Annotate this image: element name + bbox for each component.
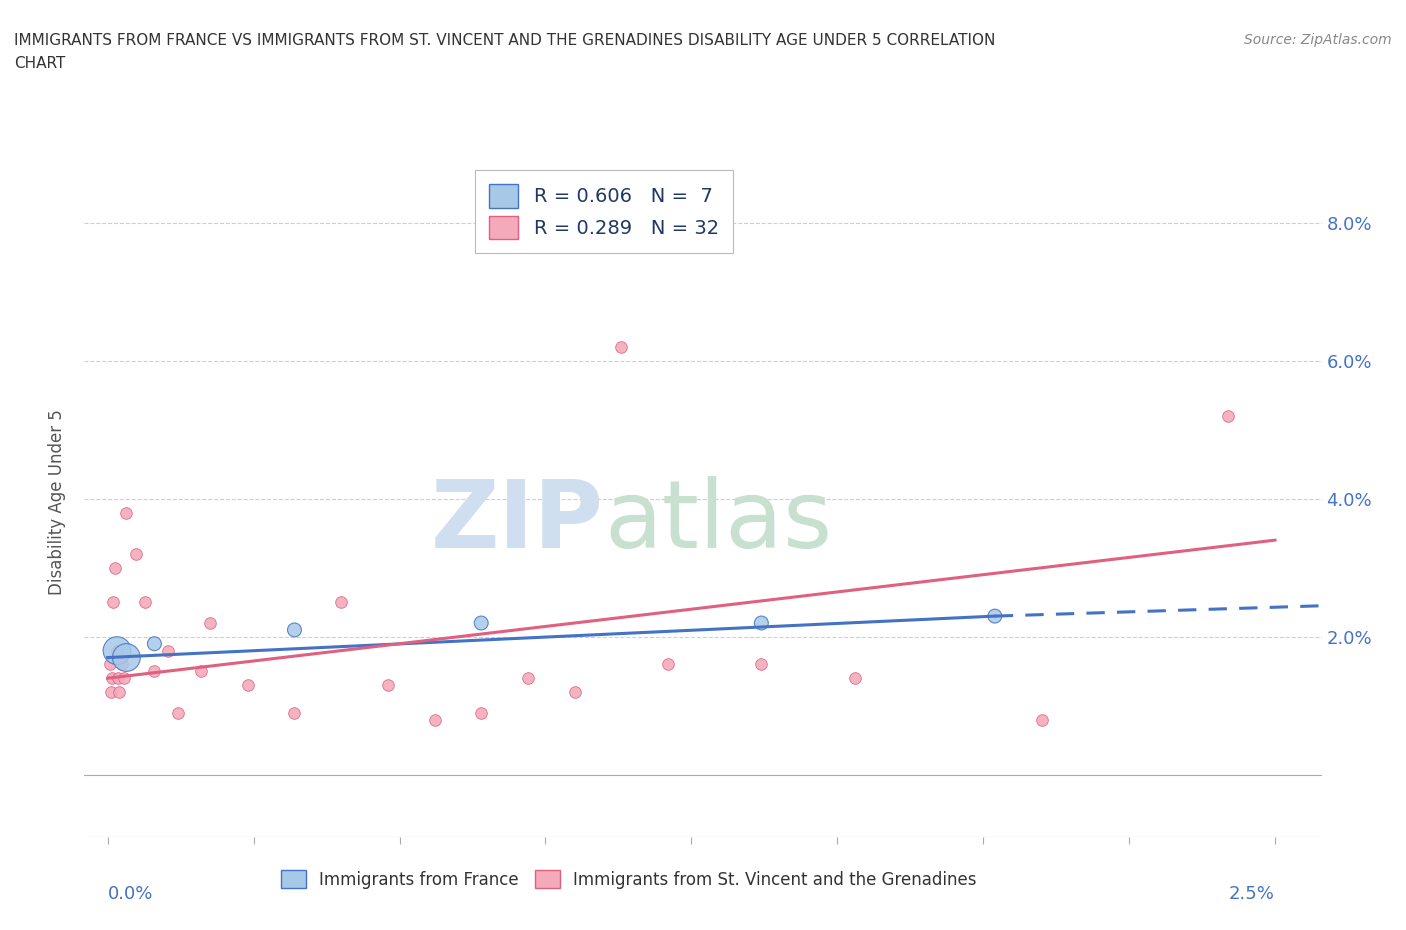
Point xyxy=(143,636,166,651)
Point xyxy=(104,561,127,576)
Point xyxy=(844,671,866,685)
Point xyxy=(105,644,128,658)
Point xyxy=(657,657,679,671)
Point xyxy=(108,684,131,699)
Point xyxy=(236,678,259,693)
Text: ZIP: ZIP xyxy=(432,476,605,568)
Point xyxy=(283,622,305,637)
Point xyxy=(115,650,138,665)
Y-axis label: Disability Age Under 5: Disability Age Under 5 xyxy=(48,409,66,595)
Point xyxy=(125,547,148,562)
Point xyxy=(166,705,188,720)
Point xyxy=(1031,712,1053,727)
Point xyxy=(105,644,128,658)
Point xyxy=(516,671,538,685)
Point xyxy=(564,684,586,699)
Point xyxy=(610,339,633,354)
Point xyxy=(100,684,122,699)
Point xyxy=(111,657,134,671)
Point xyxy=(377,678,399,693)
Point xyxy=(751,616,773,631)
Legend: Immigrants from France, Immigrants from St. Vincent and the Grenadines: Immigrants from France, Immigrants from … xyxy=(274,864,984,896)
Point xyxy=(134,595,156,610)
Point xyxy=(103,595,125,610)
Point xyxy=(190,664,212,679)
Text: atlas: atlas xyxy=(605,476,832,568)
Text: Source: ZipAtlas.com: Source: ZipAtlas.com xyxy=(1244,33,1392,46)
Point xyxy=(101,671,124,685)
Point xyxy=(330,595,353,610)
Point xyxy=(98,657,121,671)
Text: 2.5%: 2.5% xyxy=(1229,885,1275,903)
Point xyxy=(470,705,492,720)
Point xyxy=(1218,408,1240,423)
Point xyxy=(984,608,1007,623)
Point xyxy=(143,664,166,679)
Point xyxy=(423,712,446,727)
Text: 0.0%: 0.0% xyxy=(108,885,153,903)
Point xyxy=(283,705,305,720)
Text: IMMIGRANTS FROM FRANCE VS IMMIGRANTS FROM ST. VINCENT AND THE GRENADINES DISABIL: IMMIGRANTS FROM FRANCE VS IMMIGRANTS FRO… xyxy=(14,33,995,47)
Point xyxy=(157,644,180,658)
Text: CHART: CHART xyxy=(14,56,66,71)
Point xyxy=(112,671,135,685)
Point xyxy=(200,616,222,631)
Point xyxy=(470,616,492,631)
Point xyxy=(115,505,138,520)
Point xyxy=(751,657,773,671)
Point xyxy=(107,671,129,685)
